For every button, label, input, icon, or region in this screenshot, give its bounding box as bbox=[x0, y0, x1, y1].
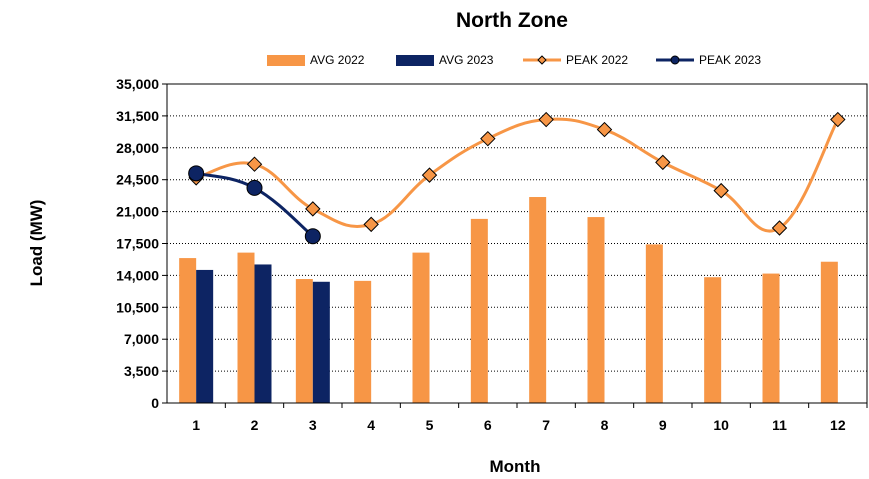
marker-peak-2022 bbox=[830, 111, 846, 128]
bar-avg-2022 bbox=[704, 277, 722, 403]
legend-label: AVG 2022 bbox=[310, 53, 365, 67]
y-tick-labels: 0 3,500 7,000 10,500 14,000 17,500 21,000 24,50… bbox=[116, 76, 159, 411]
marker-peak-2023 bbox=[246, 179, 263, 196]
x-tick-label: 11 bbox=[772, 417, 787, 433]
marker-peak-2022 bbox=[655, 154, 671, 171]
bar-avg-2022 bbox=[179, 258, 197, 403]
marker-peak-2022 bbox=[713, 182, 729, 199]
marker-peak-2022 bbox=[305, 201, 321, 217]
x-tick-label: 2 bbox=[251, 417, 259, 433]
x-tick-label: 1 bbox=[192, 417, 200, 433]
y-tick-label: 21,000 bbox=[116, 204, 159, 220]
bar-avg-2022 bbox=[529, 197, 547, 403]
legend-marker-peak-2023 bbox=[670, 55, 680, 65]
bar-avg-2022 bbox=[470, 218, 488, 403]
bar-avg-2022 bbox=[762, 273, 780, 403]
x-tick-label: 3 bbox=[309, 417, 317, 433]
chart-title: North Zone bbox=[456, 9, 568, 32]
bar-avg-2022 bbox=[645, 244, 663, 403]
bar-avg-2023 bbox=[196, 269, 214, 403]
marker-peak-2022 bbox=[480, 130, 496, 147]
bar-avg-2023 bbox=[254, 264, 272, 403]
marker-peak-2022 bbox=[538, 111, 554, 128]
legend-swatch-avg-2022 bbox=[267, 55, 305, 66]
marker-peak-2023 bbox=[304, 228, 321, 245]
y-tick-label: 7,000 bbox=[124, 331, 159, 347]
x-tick-labels: 1 2 3 4 5 6 7 8 9 10 11 12 bbox=[192, 417, 846, 433]
x-tick-label: 4 bbox=[367, 417, 375, 433]
x-tick-label: 5 bbox=[426, 417, 434, 433]
legend-label: PEAK 2023 bbox=[699, 53, 761, 67]
grid bbox=[162, 83, 867, 404]
marker-peak-2022 bbox=[246, 156, 263, 172]
bar-avg-2023 bbox=[312, 281, 330, 403]
legend-label: AVG 2023 bbox=[439, 53, 494, 67]
y-tick-label: 17,500 bbox=[116, 236, 159, 252]
axes bbox=[166, 83, 868, 408]
y-tick-label: 35,000 bbox=[116, 76, 159, 92]
legend-marker-peak-2022 bbox=[537, 55, 547, 65]
bar-avg-2022 bbox=[587, 217, 605, 403]
bar-avg-2022 bbox=[354, 280, 372, 403]
y-tick-label: 28,000 bbox=[116, 140, 159, 156]
lines bbox=[188, 111, 846, 245]
bar-avg-2022 bbox=[295, 279, 313, 403]
marker-peak-2022 bbox=[421, 167, 438, 183]
bar-avg-2022 bbox=[412, 252, 430, 403]
y-tick-label: 3,500 bbox=[124, 363, 159, 379]
y-tick-label: 31,500 bbox=[116, 108, 159, 124]
marker-peak-2022 bbox=[596, 121, 613, 138]
legend: AVG 2022 AVG 2023 PEAK 2022 PEAK 2023 bbox=[267, 53, 761, 67]
x-tick-label: 8 bbox=[601, 417, 609, 433]
x-tick-label: 12 bbox=[830, 417, 846, 433]
marker-peak-2023 bbox=[188, 165, 205, 182]
y-axis-title: Load (MW) bbox=[27, 200, 46, 287]
bar-avg-2022 bbox=[820, 261, 838, 403]
x-tick-label: 7 bbox=[542, 417, 550, 433]
y-tick-label: 14,000 bbox=[116, 267, 159, 283]
legend-swatch-avg-2023 bbox=[396, 55, 434, 66]
x-tick-label: 9 bbox=[659, 417, 667, 433]
y-tick-label: 10,500 bbox=[116, 299, 159, 315]
bar-avg-2022 bbox=[237, 252, 255, 403]
y-tick-label: 24,500 bbox=[116, 172, 159, 188]
marker-peak-2022 bbox=[363, 216, 379, 233]
x-tick-label: 6 bbox=[484, 417, 492, 433]
x-axis-title: Month bbox=[490, 457, 541, 476]
y-tick-label: 0 bbox=[151, 395, 159, 411]
bars bbox=[179, 197, 838, 403]
marker-peak-2022 bbox=[771, 220, 788, 236]
legend-label: PEAK 2022 bbox=[566, 53, 628, 67]
x-tick-label: 10 bbox=[713, 417, 729, 433]
